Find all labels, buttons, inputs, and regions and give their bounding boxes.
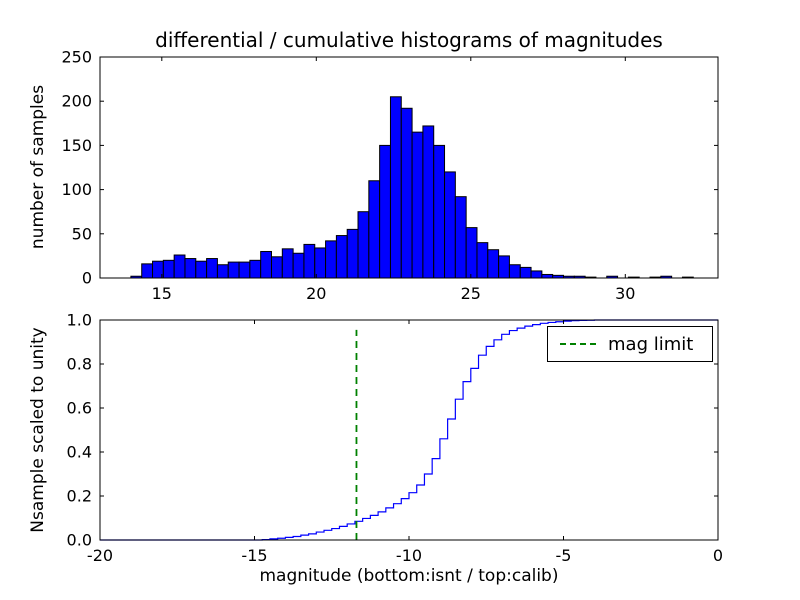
svg-text:15: 15 xyxy=(152,284,172,303)
dashed-line-icon xyxy=(560,343,596,345)
svg-text:20: 20 xyxy=(306,284,326,303)
top-y-axis-label: number of samples xyxy=(28,84,48,250)
svg-text:-5: -5 xyxy=(556,546,572,565)
svg-text:150: 150 xyxy=(61,136,92,155)
legend-box: mag limit xyxy=(547,326,713,362)
svg-text:100: 100 xyxy=(61,180,92,199)
x-axis-label: magnitude (bottom:isnt / top:calib) xyxy=(259,566,559,586)
svg-text:0.6: 0.6 xyxy=(67,399,92,418)
chart-title: differential / cumulative histograms of … xyxy=(155,28,663,52)
svg-text:0.8: 0.8 xyxy=(67,355,92,374)
svg-text:0.4: 0.4 xyxy=(67,443,92,462)
svg-text:250: 250 xyxy=(61,48,92,67)
svg-text:30: 30 xyxy=(615,284,635,303)
svg-text:1.0: 1.0 xyxy=(67,311,92,330)
svg-text:25: 25 xyxy=(461,284,481,303)
svg-text:-10: -10 xyxy=(396,546,422,565)
svg-text:0: 0 xyxy=(82,269,92,288)
svg-text:-15: -15 xyxy=(241,546,267,565)
svg-text:0: 0 xyxy=(713,546,723,565)
svg-text:-20: -20 xyxy=(87,546,113,565)
bottom-y-axis-label: Nsample scaled to unity xyxy=(28,327,48,533)
legend-label: mag limit xyxy=(608,333,694,355)
svg-text:50: 50 xyxy=(72,224,92,243)
svg-text:0.2: 0.2 xyxy=(67,487,92,506)
svg-text:200: 200 xyxy=(61,92,92,111)
svg-text:0.0: 0.0 xyxy=(67,531,92,550)
